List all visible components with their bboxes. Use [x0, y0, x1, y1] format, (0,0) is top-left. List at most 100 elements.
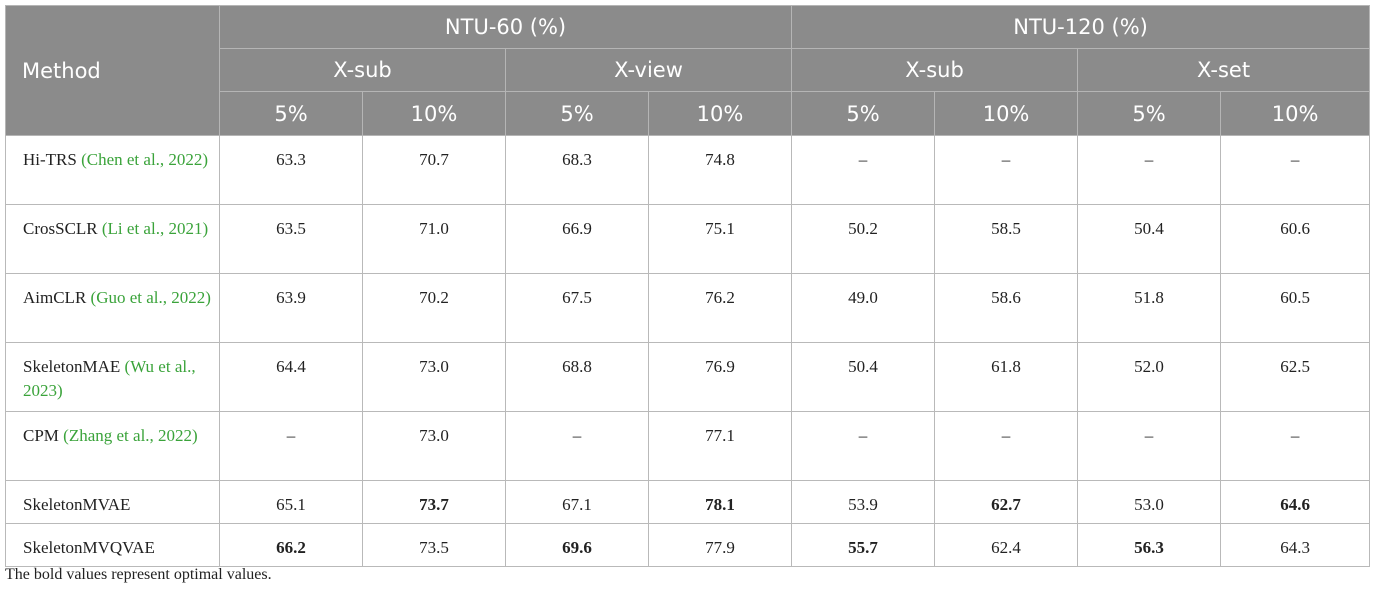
- method-cell: CrosSCLR (Li et al., 2021): [5, 204, 220, 274]
- table-body: Hi-TRS (Chen et al., 2022) 63.3 70.7 68.3 74…: [5, 135, 1371, 567]
- value-cell: 53.9: [791, 480, 936, 524]
- value-cell: 73.0: [362, 342, 506, 412]
- value-cell: 73.7: [362, 480, 506, 524]
- value-cell: 61.8: [934, 342, 1079, 412]
- value-cell: 63.9: [219, 273, 363, 343]
- value-cell: 73.5: [362, 523, 506, 567]
- value-cell: 70.2: [362, 273, 506, 343]
- value-cell: 63.5: [219, 204, 363, 274]
- citation-link[interactable]: (Li et al., 2021): [101, 219, 209, 238]
- value-cell: 55.7: [791, 523, 936, 567]
- value-cell: 74.8: [647, 135, 793, 205]
- value-cell: 73.0: [362, 411, 506, 481]
- value-cell: 66.9: [505, 204, 649, 274]
- value-cell: –: [505, 411, 649, 481]
- table-row: SkeletonMVQVAE 66.2 73.5 69.6 77.9 55.7 62.4 56…: [5, 523, 1371, 567]
- value-cell: –: [1077, 135, 1222, 205]
- value-cell: –: [1220, 411, 1371, 481]
- value-cell: 50.2: [791, 204, 936, 274]
- method-name: Hi-TRS: [23, 150, 77, 169]
- citation-link[interactable]: (Guo et al., 2022): [90, 288, 211, 307]
- split-header-ntu120-xsub: X-sub: [791, 48, 1079, 92]
- value-cell: 53.0: [1077, 480, 1222, 524]
- method-cell: SkeletonMVQVAE: [5, 523, 220, 567]
- value-cell: 76.2: [647, 273, 793, 343]
- table-row: SkeletonMAE (Wu et al., 2023) 64.4 73.0 68.…: [5, 342, 1371, 412]
- value-cell: 64.3: [1220, 523, 1371, 567]
- value-cell: 75.1: [647, 204, 793, 274]
- method-header: Method: [5, 5, 220, 136]
- value-cell: 63.3: [219, 135, 363, 205]
- value-cell: –: [219, 411, 363, 481]
- group-header-ntu120: NTU-120 (%): [791, 5, 1371, 49]
- method-name: SkeletonMVQVAE: [23, 538, 155, 557]
- value-cell: 60.5: [1220, 273, 1371, 343]
- value-cell: 50.4: [1077, 204, 1222, 274]
- value-cell: –: [1077, 411, 1222, 481]
- value-cell: 62.4: [934, 523, 1079, 567]
- value-cell: 67.1: [505, 480, 649, 524]
- split-header-ntu60-xview: X-view: [504, 48, 793, 92]
- table-row: CPM (Zhang et al., 2022) –73.0–77.1– – – –: [5, 411, 1371, 481]
- split-header-ntu120-xset: X-set: [1077, 48, 1371, 92]
- value-cell: 50.4: [791, 342, 936, 412]
- value-cell: 51.8: [1077, 273, 1222, 343]
- value-cell: –: [934, 411, 1079, 481]
- ratio-header: 5%: [505, 91, 649, 136]
- method-cell: SkeletonMVAE: [5, 480, 220, 524]
- value-cell: 60.6: [1220, 204, 1371, 274]
- value-cell: 65.1: [219, 480, 363, 524]
- value-cell: 71.0: [362, 204, 506, 274]
- group-header-ntu60: NTU-60 (%): [218, 5, 793, 49]
- ratio-header: 10%: [647, 91, 793, 136]
- value-cell: 77.9: [647, 523, 793, 567]
- table-row: Hi-TRS (Chen et al., 2022) 63.3 70.7 68.3 74…: [5, 135, 1371, 205]
- value-cell: –: [934, 135, 1079, 205]
- value-cell: –: [791, 411, 936, 481]
- value-cell: 76.9: [647, 342, 793, 412]
- citation-link[interactable]: (Chen et al., 2022): [81, 150, 209, 169]
- value-cell: 56.3: [1077, 523, 1222, 567]
- method-cell: AimCLR (Guo et al., 2022): [5, 273, 220, 343]
- value-cell: 62.5: [1220, 342, 1371, 412]
- ratio-header: 5%: [219, 91, 363, 136]
- ratio-header: 10%: [1220, 91, 1371, 136]
- method-name: SkeletonMVAE: [23, 495, 131, 514]
- table-row: AimCLR (Guo et al., 2022) 63.9 70.2 67.5 76.…: [5, 273, 1371, 343]
- value-cell: 58.5: [934, 204, 1079, 274]
- value-cell: 68.8: [505, 342, 649, 412]
- value-cell: 78.1: [647, 480, 793, 524]
- value-cell: 69.6: [505, 523, 649, 567]
- table-row: SkeletonMVAE 65.1 73.7 67.1 78.1 53.9 62.7 53.0…: [5, 480, 1371, 524]
- value-cell: –: [1220, 135, 1371, 205]
- value-cell: 64.4: [219, 342, 363, 412]
- value-cell: 70.7: [362, 135, 506, 205]
- citation-link[interactable]: (Zhang et al., 2022): [63, 426, 198, 445]
- method-cell: Hi-TRS (Chen et al., 2022): [5, 135, 220, 205]
- table-row: CrosSCLR (Li et al., 2021) 63.5 71.0 66.9 75…: [5, 204, 1371, 274]
- ratio-header: 5%: [1077, 91, 1222, 136]
- method-name: CPM: [23, 426, 59, 445]
- value-cell: 64.6: [1220, 480, 1371, 524]
- value-cell: 62.7: [934, 480, 1079, 524]
- value-cell: –: [791, 135, 936, 205]
- method-name: SkeletonMAE: [23, 357, 121, 376]
- value-cell: 52.0: [1077, 342, 1222, 412]
- value-cell: 67.5: [505, 273, 649, 343]
- ratio-header: 10%: [362, 91, 506, 136]
- method-name: CrosSCLR: [23, 219, 98, 238]
- ratio-header: 10%: [934, 91, 1079, 136]
- value-cell: 58.6: [934, 273, 1079, 343]
- table-footnote: The bold values represent optimal values…: [5, 566, 272, 583]
- split-header-ntu60-xsub: X-sub: [219, 48, 506, 92]
- method-cell: SkeletonMAE (Wu et al., 2023): [5, 342, 220, 412]
- value-cell: 77.1: [647, 411, 793, 481]
- citation-link[interactable]: (Wu et al., 2023): [23, 357, 196, 400]
- value-cell: 49.0: [791, 273, 936, 343]
- value-cell: 66.2: [219, 523, 363, 567]
- method-name: AimCLR: [23, 288, 87, 307]
- results-table: Method NTU-60 (%) NTU-120 (%) X-sub X-vi…: [5, 5, 1371, 567]
- method-cell: CPM (Zhang et al., 2022): [5, 411, 220, 481]
- value-cell: 68.3: [505, 135, 649, 205]
- ratio-header: 5%: [791, 91, 936, 136]
